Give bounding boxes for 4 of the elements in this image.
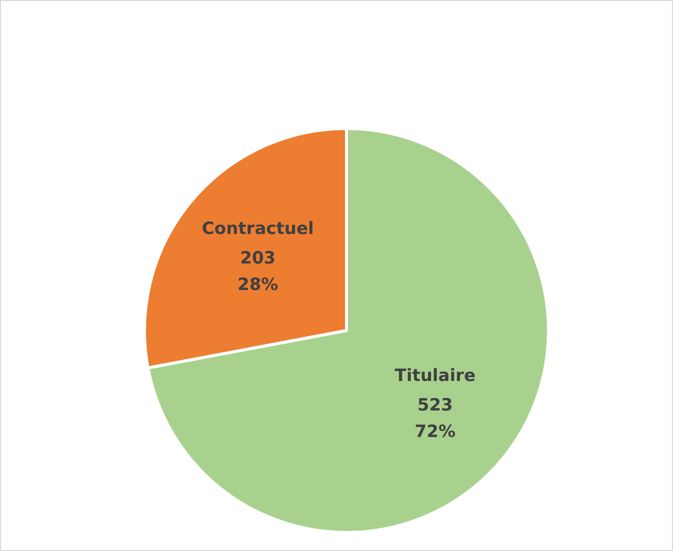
- slice-label: Contractuel: [202, 219, 314, 239]
- slice-label: Titulaire: [394, 366, 476, 386]
- data-label: 203 28%: [238, 248, 278, 295]
- data-label: 523 72%: [414, 396, 456, 442]
